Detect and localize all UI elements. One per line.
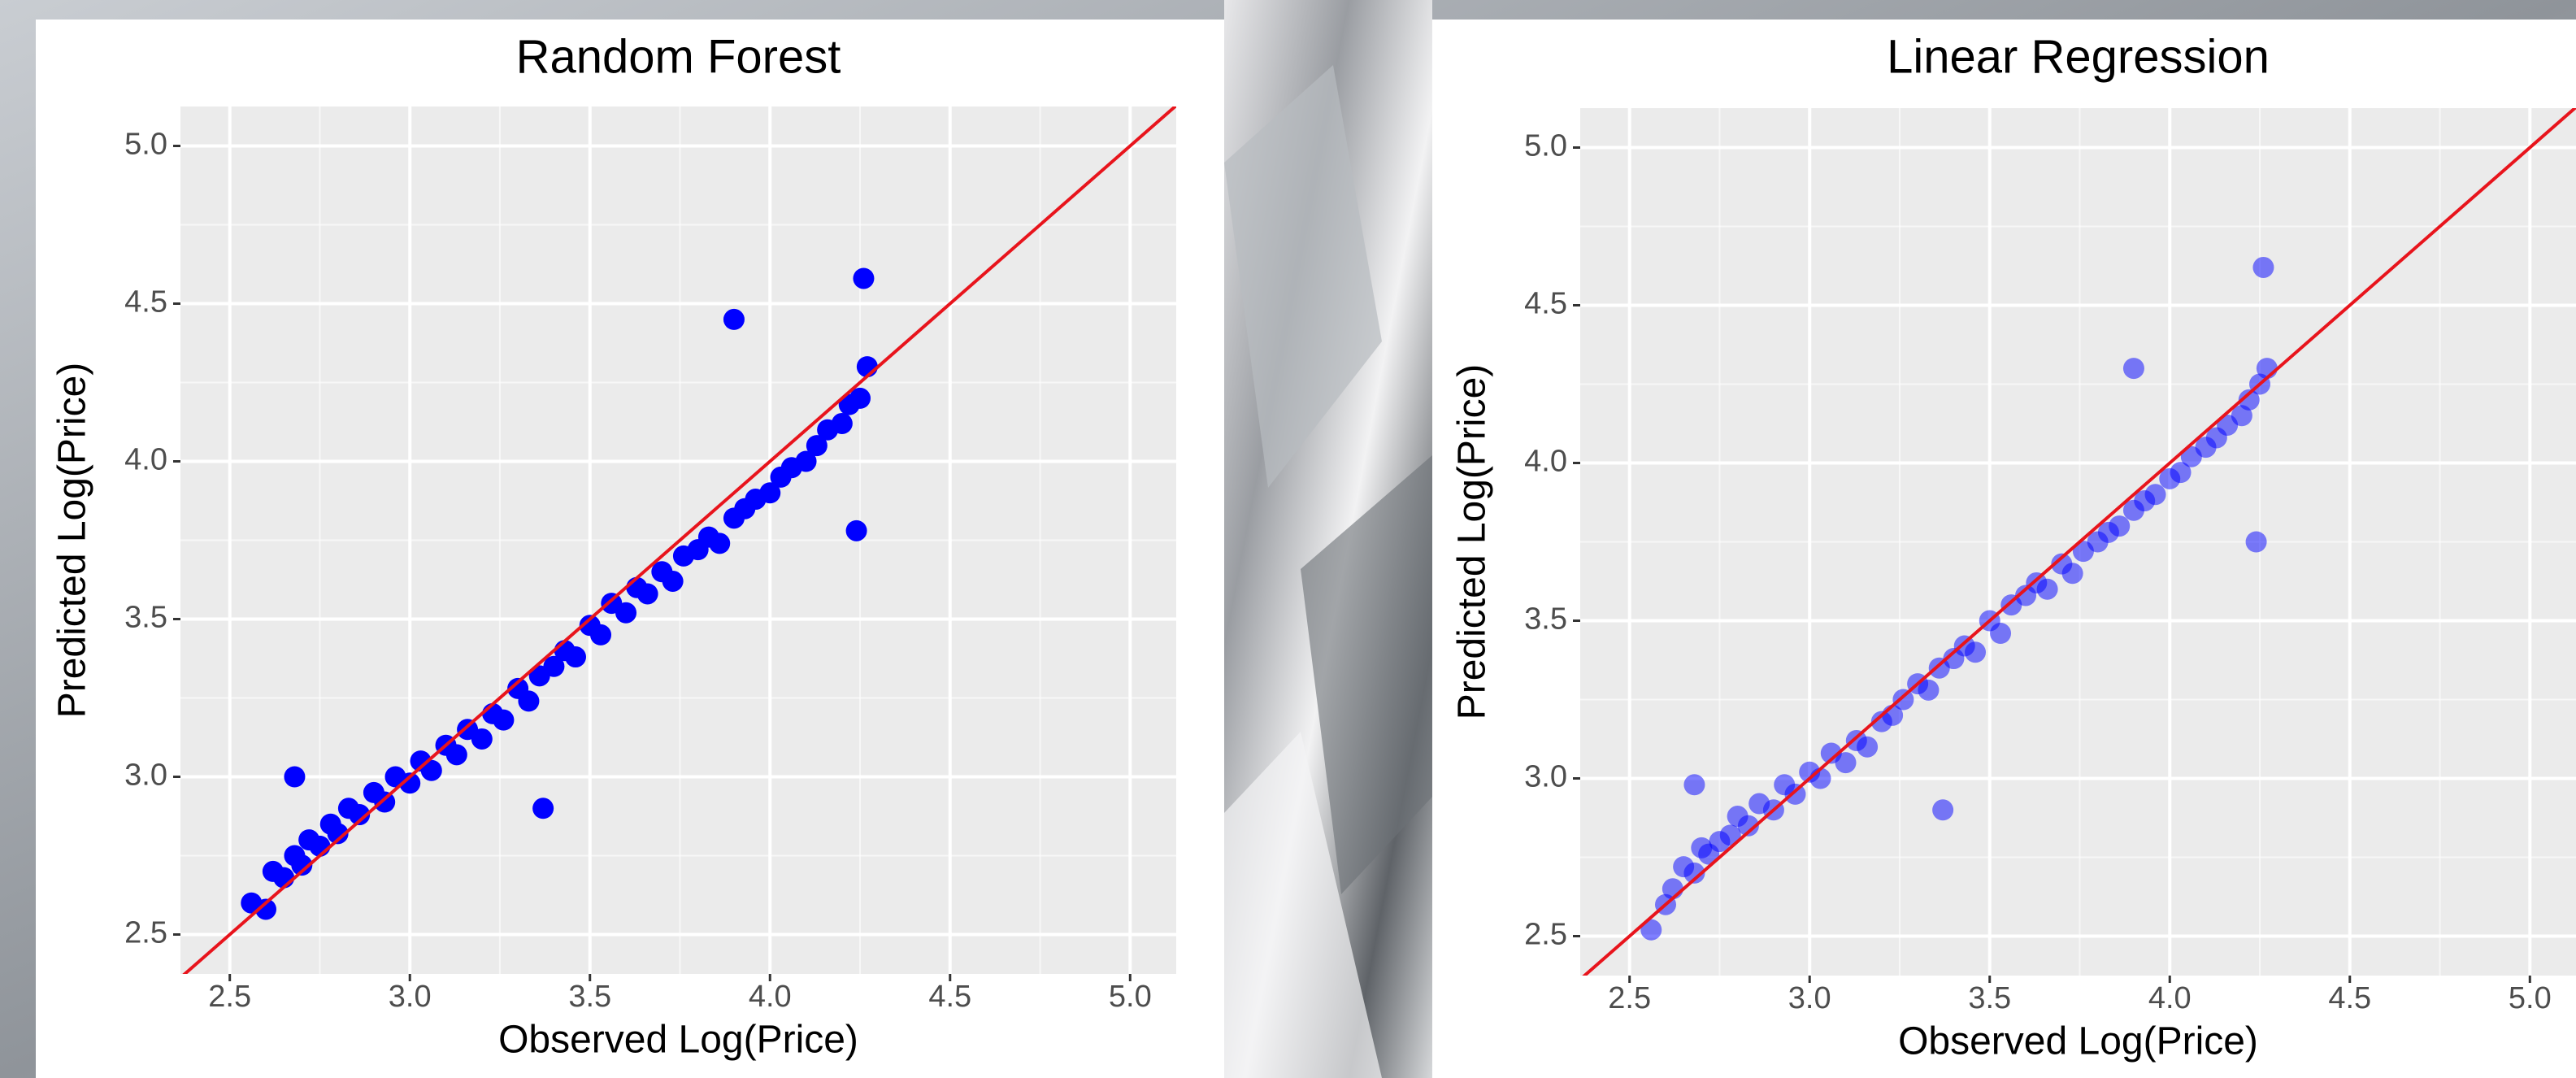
point [518, 690, 539, 711]
point [2037, 579, 2058, 600]
y-tick-label: 2.5 [1524, 918, 1567, 952]
point [532, 798, 554, 819]
point [590, 624, 611, 645]
chart-panel: 2.5 3.0 3.5 4.0 4.5 5.0 2.5 3.0 3.5 4.0 4.5 5.0 Rand… [36, 20, 1224, 1078]
page: 2.5 3.0 3.5 4.0 4.5 5.0 2.5 3.0 3.5 4.0 4.5 5.0 Rand… [0, 0, 2576, 1078]
point [565, 646, 586, 667]
y-tick-label: 3.5 [124, 601, 167, 635]
point [662, 571, 684, 592]
point [637, 583, 658, 604]
y-tick-label: 5.0 [1524, 129, 1567, 163]
x-tick-label: 4.5 [928, 980, 971, 1014]
y-tick-label: 4.5 [124, 285, 167, 319]
x-tick-label: 5.0 [1109, 980, 1152, 1014]
y-tick-label: 4.5 [1524, 287, 1567, 321]
x-axis-label: Observed Log(Price) [498, 1019, 858, 1062]
screen: 2.5 3.0 3.5 4.0 4.5 5.0 2.5 3.0 3.5 4.0 4.5 5.0 Rand… [0, 0, 2576, 1078]
y-tick-label: 3.0 [124, 759, 167, 793]
point [1932, 799, 1953, 820]
x-tick-label: 4.5 [2328, 981, 2371, 1015]
point [1990, 623, 2011, 644]
point [446, 744, 467, 765]
x-tick-label: 3.5 [568, 980, 611, 1014]
point [709, 532, 730, 554]
point [374, 792, 395, 813]
point [832, 413, 853, 434]
point [1857, 737, 1878, 758]
x-tick-label: 2.5 [1608, 981, 1651, 1015]
y-axis-label: Predicted Log(Price) [51, 363, 94, 719]
x-tick-label: 3.5 [1968, 981, 2011, 1015]
point [2123, 358, 2144, 379]
point [493, 710, 514, 731]
y-axis-label: Predicted Log(Price) [1451, 364, 1494, 720]
point [1683, 774, 1705, 795]
chart-panel: 2.5 3.0 3.5 4.0 4.5 5.0 2.5 3.0 3.5 4.0 4.5 5.0 Line… [1432, 20, 2576, 1078]
chart-title: Random Forest [516, 30, 841, 83]
point [471, 728, 493, 750]
point [615, 602, 636, 624]
y-tick-label: 3.0 [1524, 760, 1567, 794]
point [2109, 515, 2130, 537]
x-tick-label: 3.0 [1788, 981, 1831, 1015]
y-tick-label: 4.0 [124, 443, 167, 477]
point [1892, 689, 1914, 711]
y-tick-label: 2.5 [124, 916, 167, 950]
point [2145, 484, 2166, 505]
y-tick-label: 4.0 [1524, 445, 1567, 479]
y-tick-label: 5.0 [124, 128, 167, 162]
x-tick-label: 4.0 [749, 980, 792, 1014]
x-axis-label: Observed Log(Price) [1898, 1020, 2258, 1063]
chart-title: Linear Regression [1887, 30, 2270, 83]
point [1965, 641, 1986, 663]
y-tick-label: 3.5 [1524, 602, 1567, 637]
point [846, 520, 867, 541]
x-tick-label: 5.0 [2509, 981, 2552, 1015]
point [853, 267, 874, 289]
point [723, 309, 745, 330]
x-tick-label: 4.0 [2148, 981, 2192, 1015]
x-tick-label: 3.0 [389, 980, 432, 1014]
point [284, 767, 305, 788]
point [1784, 784, 1805, 805]
point [2062, 563, 2083, 584]
point [2252, 257, 2274, 278]
x-tick-label: 2.5 [208, 980, 251, 1014]
point [2246, 532, 2267, 553]
